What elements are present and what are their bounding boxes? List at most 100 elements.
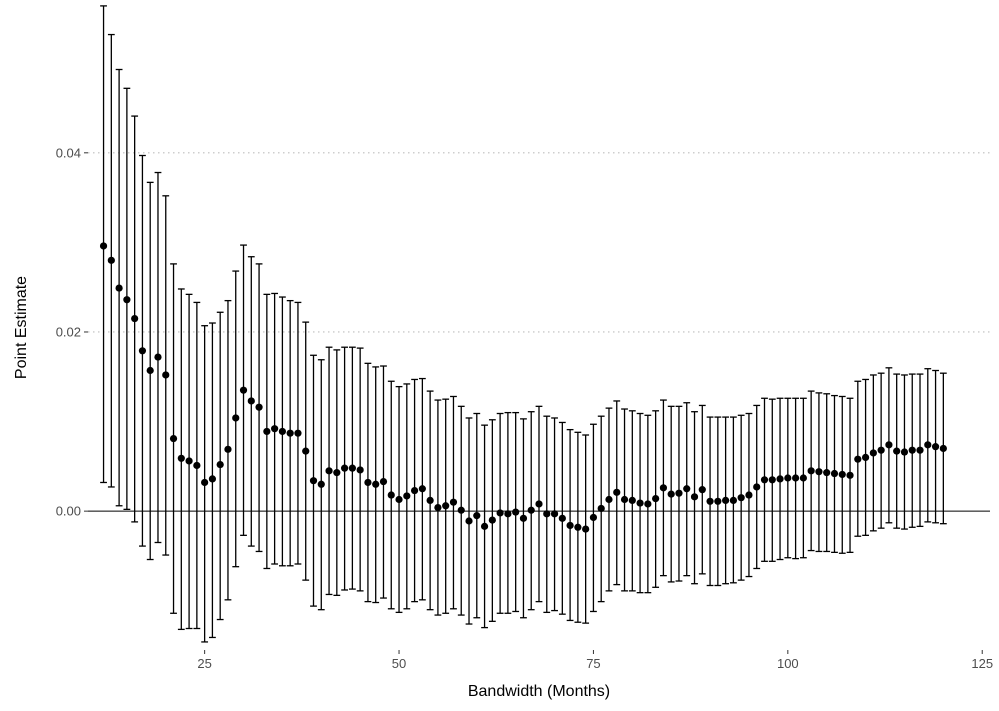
- point-estimate-marker: [877, 446, 885, 454]
- point-estimate-marker: [395, 495, 403, 504]
- point-estimate-marker: [753, 483, 761, 491]
- point-estimate-marker: [893, 447, 901, 455]
- point-estimate-marker: [823, 469, 831, 477]
- point-estimate-marker: [690, 493, 699, 501]
- point-estimate-marker: [722, 496, 730, 504]
- point-estimate-marker: [286, 429, 294, 437]
- point-estimate-marker: [442, 502, 450, 510]
- point-estimate-marker: [527, 506, 535, 514]
- point-estimate-marker: [861, 453, 870, 461]
- point-estimate-marker: [216, 460, 224, 469]
- point-estimate-marker: [496, 509, 504, 517]
- point-estimate-marker: [776, 475, 784, 483]
- point-estimate-marker: [815, 468, 823, 476]
- point-estimate-marker: [714, 497, 722, 505]
- point-estimate-marker: [426, 496, 434, 504]
- point-estimate-marker: [465, 517, 473, 525]
- y-tick-label: 0.00: [56, 504, 81, 519]
- point-estimate-marker: [792, 474, 800, 482]
- point-estimate-marker: [659, 484, 668, 492]
- point-estimate-marker: [566, 521, 574, 530]
- point-estimate-marker: [582, 525, 590, 533]
- point-estimate-marker: [379, 477, 388, 486]
- point-estimate-marker: [574, 523, 582, 531]
- point-estimate-marker: [107, 256, 115, 264]
- point-estimate-marker: [154, 353, 162, 361]
- point-estimate-marker: [931, 443, 940, 451]
- point-estimate-marker: [146, 366, 154, 375]
- x-tick-label: 100: [777, 656, 799, 671]
- point-estimate-marker: [512, 508, 520, 516]
- point-estimate-marker: [488, 516, 496, 524]
- point-estimates: [99, 242, 947, 533]
- point-estimate-marker: [706, 497, 714, 505]
- point-estimate-marker: [138, 347, 147, 355]
- point-estimate-marker: [683, 485, 691, 493]
- point-estimate-marker: [605, 495, 613, 504]
- point-estimate-marker: [636, 499, 644, 507]
- point-estimate-marker: [924, 441, 932, 449]
- y-tick-label: 0.02: [56, 324, 81, 339]
- point-estimate-marker: [760, 476, 769, 484]
- point-estimate-marker: [333, 469, 341, 477]
- point-estimate-marker: [434, 503, 442, 512]
- point-estimate-marker: [294, 429, 302, 437]
- point-estimate-marker: [208, 475, 217, 483]
- point-estimate-marker: [341, 464, 349, 472]
- point-estimate-marker: [846, 471, 854, 479]
- point-estimate-marker: [185, 457, 193, 465]
- point-estimate-marker: [613, 488, 621, 496]
- point-estimate-marker: [131, 314, 139, 323]
- point-estimate-marker: [900, 448, 909, 456]
- x-tick-label: 75: [586, 656, 600, 671]
- point-estimate-marker: [768, 476, 776, 484]
- point-estimate-marker: [372, 480, 380, 488]
- point-estimate-marker: [807, 467, 815, 475]
- gridlines: [88, 152, 990, 333]
- point-estimate-marker: [263, 427, 271, 436]
- point-estimate-marker: [473, 512, 481, 520]
- point-estimate-marker: [597, 504, 605, 513]
- point-estimate-marker: [364, 478, 372, 487]
- x-tick-label: 125: [971, 656, 993, 671]
- point-estimate-marker: [325, 467, 333, 475]
- point-estimate-marker: [854, 455, 862, 463]
- point-estimate-marker: [356, 466, 364, 474]
- y-axis-title: Point Estimate: [13, 276, 30, 379]
- point-estimate-marker: [916, 446, 924, 454]
- point-estimate-marker: [418, 485, 426, 493]
- point-estimate-marker: [177, 454, 185, 462]
- point-estimate-marker: [620, 495, 629, 504]
- point-estimate-marker: [255, 403, 263, 411]
- point-estimate-marker: [869, 449, 877, 457]
- point-estimate-marker: [457, 506, 465, 514]
- point-estimate-marker: [239, 386, 248, 394]
- point-estimate-marker: [589, 513, 598, 522]
- x-tick-label: 25: [197, 656, 211, 671]
- point-estimate-marker: [302, 447, 310, 455]
- point-estimate-marker: [737, 494, 745, 502]
- point-estimate-marker: [387, 491, 395, 499]
- point-estimate-marker: [201, 478, 209, 487]
- point-estimate-marker: [504, 510, 512, 518]
- point-estimate-marker: [667, 490, 675, 498]
- point-estimate-marker: [729, 496, 737, 504]
- x-tick-label: 50: [392, 656, 406, 671]
- point-estimate-marker: [698, 486, 706, 494]
- point-estimate-marker: [449, 498, 458, 506]
- point-estimate-marker: [317, 480, 325, 488]
- point-estimate-marker: [535, 500, 543, 508]
- point-estimate-marker: [830, 469, 839, 478]
- point-estimate-marker: [403, 492, 411, 500]
- point-estimate-marker: [939, 444, 947, 453]
- point-estimate-marker: [169, 434, 178, 443]
- point-estimate-marker: [480, 522, 489, 530]
- point-estimate-marker: [309, 477, 318, 485]
- point-estimate-marker: [123, 296, 131, 304]
- point-estimate-marker: [543, 510, 551, 518]
- point-estimate-marker: [519, 514, 528, 522]
- point-estimate-marker: [410, 486, 419, 495]
- point-estimate-marker: [675, 489, 683, 497]
- point-estimate-marker: [271, 425, 279, 433]
- point-estimate-marker: [278, 427, 286, 436]
